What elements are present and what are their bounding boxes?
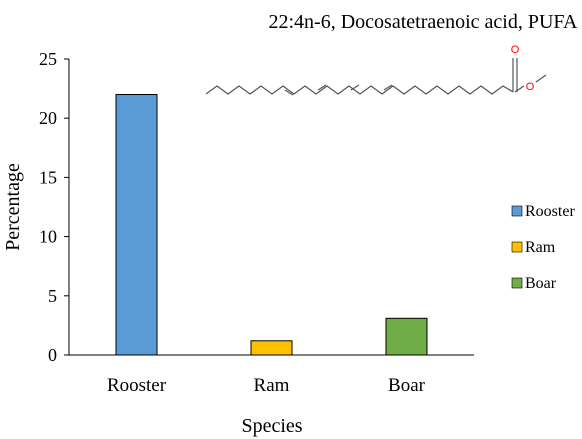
x-tick-label: Boar bbox=[388, 375, 426, 396]
y-tick-label: 10 bbox=[39, 227, 57, 247]
bar-boar bbox=[385, 317, 428, 356]
bars bbox=[115, 94, 428, 356]
legend-swatch-boar bbox=[511, 277, 523, 289]
double-bond-3 bbox=[350, 84, 360, 91]
y-tick-label: 0 bbox=[48, 345, 57, 365]
ester-bond bbox=[514, 85, 525, 93]
legend: Rooster Ram Boar bbox=[511, 203, 575, 292]
y-axis-title: Percentage bbox=[2, 163, 24, 251]
x-axis-title: Species bbox=[241, 415, 302, 437]
molecule-structure bbox=[205, 58, 547, 96]
x-tick-label: Ram bbox=[254, 375, 290, 396]
x-tick-label: Rooster bbox=[107, 375, 167, 396]
y-axis-ticks: 0 5 10 15 20 25 bbox=[39, 49, 69, 365]
legend-swatch-rooster bbox=[511, 205, 523, 217]
double-bond-4 bbox=[383, 84, 393, 91]
double-bond-2 bbox=[317, 84, 327, 91]
chart-title: 22:4n-6, Docosatetraenoic acid, PUFA bbox=[269, 11, 579, 33]
bar-rooster bbox=[115, 94, 158, 356]
y-tick-label: 20 bbox=[39, 108, 57, 128]
atom-label-ester-o: O bbox=[526, 81, 535, 93]
bar-ram bbox=[250, 340, 293, 356]
atom-label-carbonyl-o: O bbox=[511, 44, 520, 56]
double-bond-1 bbox=[284, 89, 294, 96]
legend-label: Boar bbox=[525, 275, 557, 292]
legend-label: Rooster bbox=[525, 203, 575, 220]
y-tick-label: 25 bbox=[39, 49, 57, 69]
molecule-chain bbox=[205, 85, 514, 95]
y-tick-label: 5 bbox=[48, 286, 57, 306]
x-axis-categories: Rooster Ram Boar bbox=[107, 375, 426, 396]
y-tick-label: 15 bbox=[39, 167, 57, 187]
legend-swatch-ram bbox=[511, 241, 523, 253]
legend-label: Ram bbox=[525, 239, 556, 256]
methyl-bond bbox=[535, 74, 547, 83]
